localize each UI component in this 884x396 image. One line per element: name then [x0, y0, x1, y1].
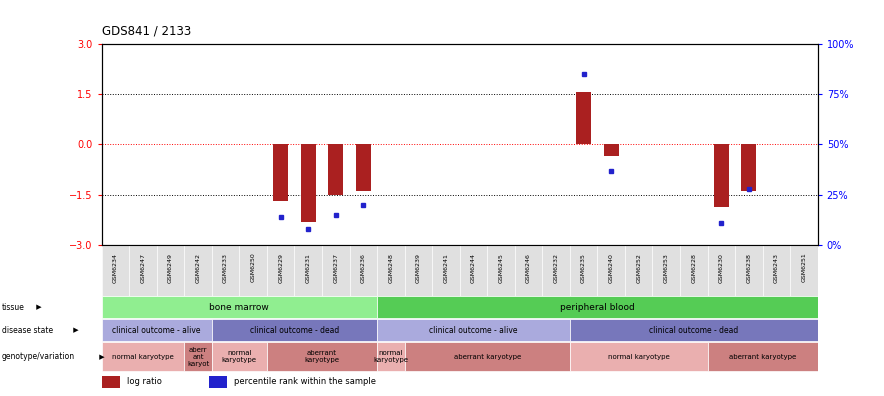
Bar: [102, 296, 377, 318]
Text: GSM6237: GSM6237: [333, 253, 339, 283]
Bar: [301, 145, 316, 222]
Bar: [707, 342, 818, 371]
Text: ▶: ▶: [71, 327, 79, 333]
Text: ▶: ▶: [34, 304, 42, 310]
Bar: [377, 319, 570, 341]
Bar: [514, 245, 542, 295]
Bar: [707, 245, 735, 295]
Text: normal karyotype: normal karyotype: [608, 354, 669, 360]
Text: log ratio: log ratio: [126, 377, 162, 386]
Bar: [102, 319, 212, 341]
Text: GSM6232: GSM6232: [553, 253, 559, 283]
Bar: [102, 342, 184, 371]
Text: GSM6236: GSM6236: [361, 253, 366, 283]
Text: GSM6235: GSM6235: [581, 253, 586, 283]
Bar: [322, 245, 349, 295]
Text: GSM6242: GSM6242: [195, 253, 201, 283]
Bar: [267, 245, 294, 295]
Text: GSM6231: GSM6231: [306, 253, 310, 283]
Bar: [763, 245, 790, 295]
Text: aberrant
karyotype: aberrant karyotype: [304, 350, 339, 363]
Bar: [570, 245, 598, 295]
Text: GSM6251: GSM6251: [802, 253, 806, 282]
Text: clinical outcome - alive: clinical outcome - alive: [112, 326, 201, 335]
Text: GSM6248: GSM6248: [388, 253, 393, 283]
Text: GSM6239: GSM6239: [415, 253, 421, 283]
Text: clinical outcome - dead: clinical outcome - dead: [250, 326, 339, 335]
Text: genotype/variation: genotype/variation: [2, 352, 75, 361]
Text: GSM6249: GSM6249: [168, 253, 173, 283]
Text: GSM6230: GSM6230: [719, 253, 724, 283]
Bar: [735, 245, 763, 295]
Text: GSM6238: GSM6238: [746, 253, 751, 283]
Bar: [184, 342, 212, 371]
Bar: [652, 245, 680, 295]
Text: GSM6245: GSM6245: [499, 253, 504, 283]
Text: GSM6243: GSM6243: [774, 253, 779, 283]
Text: bone marrow: bone marrow: [210, 303, 270, 312]
Bar: [102, 245, 129, 295]
Text: GSM6228: GSM6228: [691, 253, 697, 283]
Text: percentile rank within the sample: percentile rank within the sample: [234, 377, 376, 386]
Text: GSM6247: GSM6247: [141, 253, 146, 283]
Bar: [240, 245, 267, 295]
Bar: [460, 245, 487, 295]
Bar: [576, 92, 591, 145]
Bar: [129, 245, 156, 295]
Text: disease state: disease state: [2, 326, 53, 335]
Bar: [570, 342, 707, 371]
Bar: [273, 145, 288, 202]
Bar: [604, 145, 619, 156]
Bar: [713, 145, 729, 207]
Bar: [328, 145, 343, 195]
Text: GSM6252: GSM6252: [636, 253, 641, 283]
Text: clinical outcome - dead: clinical outcome - dead: [649, 326, 738, 335]
Bar: [210, 376, 227, 388]
Text: aberrant karyotype: aberrant karyotype: [453, 354, 521, 360]
Text: GSM6241: GSM6241: [444, 253, 448, 283]
Text: normal karyotype: normal karyotype: [112, 354, 174, 360]
Bar: [487, 245, 514, 295]
Bar: [377, 342, 405, 371]
Bar: [405, 245, 432, 295]
Bar: [377, 296, 818, 318]
Text: GSM6234: GSM6234: [113, 253, 118, 283]
Text: aberr
ant
karyot: aberr ant karyot: [187, 347, 210, 367]
Bar: [570, 319, 818, 341]
Bar: [542, 245, 570, 295]
Bar: [625, 245, 652, 295]
Bar: [349, 245, 377, 295]
Text: peripheral blood: peripheral blood: [560, 303, 635, 312]
Text: normal
karyotype: normal karyotype: [373, 350, 408, 363]
Text: GSM6229: GSM6229: [278, 253, 283, 283]
Bar: [432, 245, 460, 295]
Bar: [742, 145, 757, 191]
Bar: [267, 342, 377, 371]
Bar: [405, 342, 570, 371]
Bar: [184, 245, 212, 295]
Text: GSM6250: GSM6250: [251, 253, 255, 282]
Text: GSM6233: GSM6233: [223, 253, 228, 283]
Bar: [355, 145, 371, 191]
Text: GSM6244: GSM6244: [471, 253, 476, 283]
Bar: [680, 245, 707, 295]
Text: ▶: ▶: [97, 354, 105, 360]
Bar: [212, 319, 377, 341]
Bar: [294, 245, 322, 295]
Text: GSM6246: GSM6246: [526, 253, 531, 283]
Bar: [212, 245, 240, 295]
Bar: [598, 245, 625, 295]
Text: normal
karyotype: normal karyotype: [222, 350, 257, 363]
Bar: [102, 376, 119, 388]
Bar: [377, 245, 405, 295]
Text: aberrant karyotype: aberrant karyotype: [729, 354, 796, 360]
Text: tissue: tissue: [2, 303, 25, 312]
Text: GDS841 / 2133: GDS841 / 2133: [102, 25, 191, 38]
Text: clinical outcome - alive: clinical outcome - alive: [430, 326, 518, 335]
Bar: [212, 342, 267, 371]
Bar: [790, 245, 818, 295]
Text: GSM6240: GSM6240: [609, 253, 613, 283]
Text: GSM6253: GSM6253: [664, 253, 668, 283]
Bar: [156, 245, 184, 295]
